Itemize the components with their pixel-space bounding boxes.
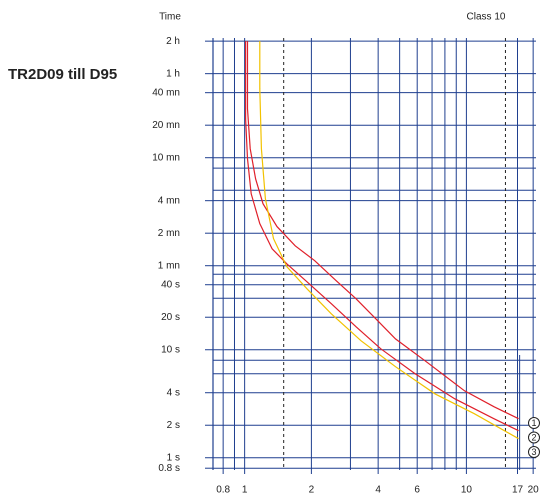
y-tick-label: 1 s — [167, 452, 180, 463]
y-tick-label: 10 mn — [152, 152, 180, 163]
x-tick-label: 17 — [512, 485, 524, 496]
x-tick-label: 1 — [242, 485, 248, 496]
curve — [245, 41, 519, 432]
y-tick-label: 4 mn — [158, 195, 180, 206]
y-tick-label: 2 h — [166, 36, 180, 47]
curve-label-circle — [528, 446, 540, 458]
annotation: Class 10 — [467, 12, 506, 23]
y-tick-label: 20 s — [161, 312, 180, 323]
curve — [259, 41, 519, 440]
x-tick-label: 4 — [375, 485, 381, 496]
y-tick-label: 2 s — [167, 420, 180, 431]
x-tick-label: 10 — [461, 485, 473, 496]
y-axis-label: Time — [159, 12, 181, 23]
y-tick-label: 1 mn — [158, 260, 180, 271]
curve-label-circle — [528, 417, 540, 429]
chart-title: TR2D09 till D95 — [8, 66, 117, 83]
x-tick-label: 2 — [309, 485, 315, 496]
y-tick-label: 0.8 s — [158, 463, 180, 474]
curve-label-circle — [528, 431, 540, 444]
y-tick-label: 2 mn — [158, 228, 180, 239]
x-tick-label: 0.8 — [216, 485, 230, 496]
y-tick-label: 40 mn — [152, 87, 180, 98]
y-tick-label: 40 s — [161, 279, 180, 290]
y-tick-label: 20 mn — [152, 120, 180, 131]
y-tick-label: 1 h — [166, 68, 180, 79]
y-tick-label: 10 s — [161, 344, 180, 355]
curve-label: 2 — [531, 432, 536, 442]
curve-label: 1 — [531, 418, 536, 428]
x-tick-label: 20 — [528, 485, 540, 496]
x-tick-label: 6 — [414, 485, 420, 496]
y-tick-label: 4 s — [167, 387, 180, 398]
curve-label: 3 — [531, 447, 536, 457]
curve — [246, 41, 519, 420]
